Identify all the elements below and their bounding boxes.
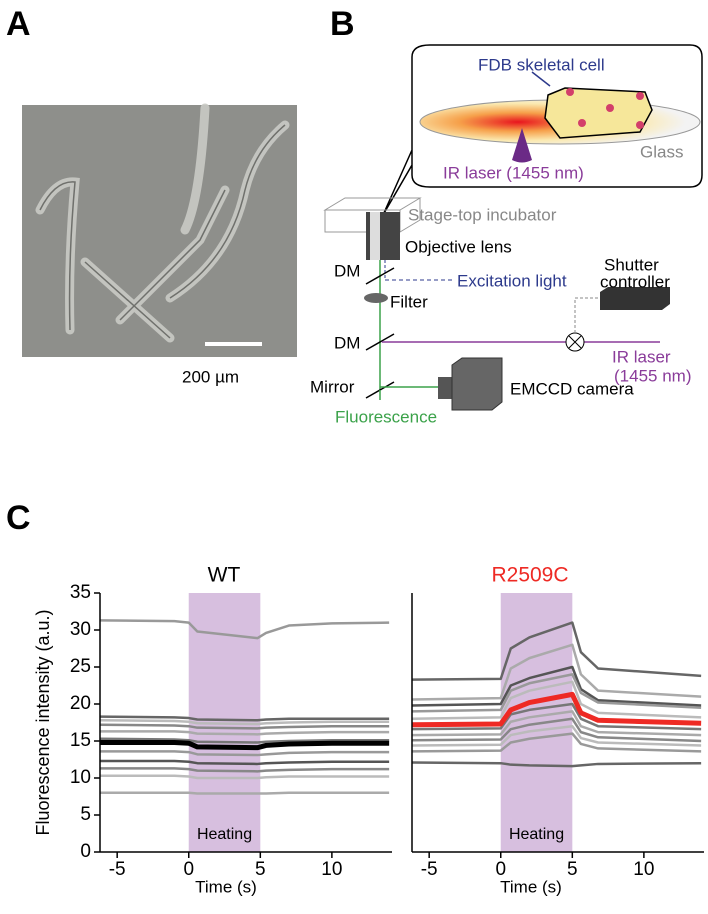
diagram-label: EMCCD camera [510, 379, 634, 398]
y-tick-label: 20 [70, 693, 91, 714]
panel-label: A [6, 5, 31, 43]
x-tick-label: 10 [633, 859, 654, 880]
y-tick-label: 15 [70, 730, 91, 751]
trace [411, 643, 702, 701]
trace [411, 702, 702, 731]
diagram-label: Mirror [310, 377, 355, 396]
diagram-label: controller [600, 272, 670, 291]
trace [100, 739, 390, 751]
diagram-label: Glass [640, 142, 683, 161]
diagram-label: DM [334, 261, 360, 280]
x-tick-label: 0 [495, 859, 506, 880]
diagram-label: DM [334, 333, 360, 352]
chart-title: R2509C [491, 564, 568, 587]
y-axis-label: Fluorescence intensity (a.u.) [33, 609, 53, 835]
scale-label: 200 µm [182, 367, 239, 386]
x-tick-label: -5 [109, 859, 126, 880]
y-tick-label: 10 [70, 767, 91, 788]
panel-label: C [6, 499, 31, 537]
x-axis-label: Time (s) [195, 877, 257, 896]
trace [411, 621, 702, 681]
y-tick-label: 35 [70, 582, 91, 603]
trace [100, 730, 390, 736]
trace [100, 767, 390, 773]
y-tick-label: 5 [80, 804, 91, 825]
diagram-label: IR laser (1455 nm) [443, 163, 584, 182]
panel-label: B [330, 5, 355, 43]
diagram-label: Stage-top incubator [408, 205, 557, 224]
x-tick-label: 10 [321, 859, 342, 880]
trace [411, 665, 702, 707]
trace [100, 759, 390, 766]
x-tick-label: 5 [567, 859, 578, 880]
y-tick-label: 30 [70, 619, 91, 640]
x-axis-label: Time (s) [500, 877, 562, 896]
trace [411, 710, 702, 737]
diagram-label: Objective lens [405, 237, 512, 256]
x-tick-label: 0 [183, 859, 194, 880]
trace [100, 774, 390, 780]
annotation: Heating [197, 826, 252, 843]
annotation: Heating [509, 826, 564, 843]
micrograph [22, 103, 297, 357]
y-tick-label: 25 [70, 656, 91, 677]
trace [411, 673, 702, 713]
trace [411, 717, 702, 743]
setup-diagram [323, 44, 703, 411]
y-tick-label: 0 [80, 841, 91, 862]
trace [411, 761, 702, 768]
trace [100, 750, 390, 757]
diagram-label: Excitation light [457, 271, 567, 290]
trace [99, 619, 390, 640]
x-tick-label: -5 [421, 859, 438, 880]
x-tick-label: 5 [255, 859, 266, 880]
chart-title: WT [208, 564, 241, 587]
diagram-label: IR laser [612, 347, 671, 366]
diagram-label: (1455 nm) [614, 366, 691, 385]
trace [100, 791, 390, 795]
diagram-label: Filter [390, 292, 428, 311]
trace [99, 715, 390, 722]
trace [99, 737, 390, 744]
diagram-label: Fluorescence [335, 407, 437, 426]
trace [411, 680, 702, 721]
diagram-label: Shutter [604, 255, 659, 274]
trace [411, 724, 702, 747]
trace [99, 723, 390, 730]
trace [411, 691, 702, 728]
trace [411, 732, 702, 753]
diagram-label: FDB skeletal cell [478, 55, 605, 74]
trace [99, 719, 390, 726]
